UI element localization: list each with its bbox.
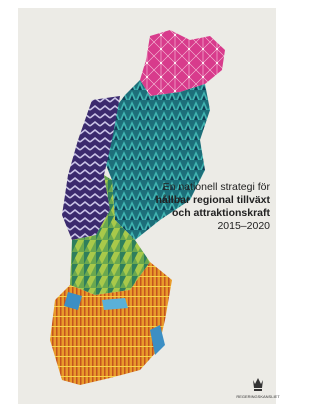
title-line: och attraktionskraft <box>172 207 271 219</box>
publisher: REGERINGSKANSLIET <box>236 394 280 399</box>
years: 2015–2020 <box>217 220 270 232</box>
cover: En nationell strategi för hållbar region… <box>0 0 294 414</box>
subtitle: En nationell strategi för <box>163 181 271 193</box>
page: En nationell strategi för hållbar region… <box>0 0 294 414</box>
title-line: hållbar regional tillväxt <box>156 194 271 206</box>
